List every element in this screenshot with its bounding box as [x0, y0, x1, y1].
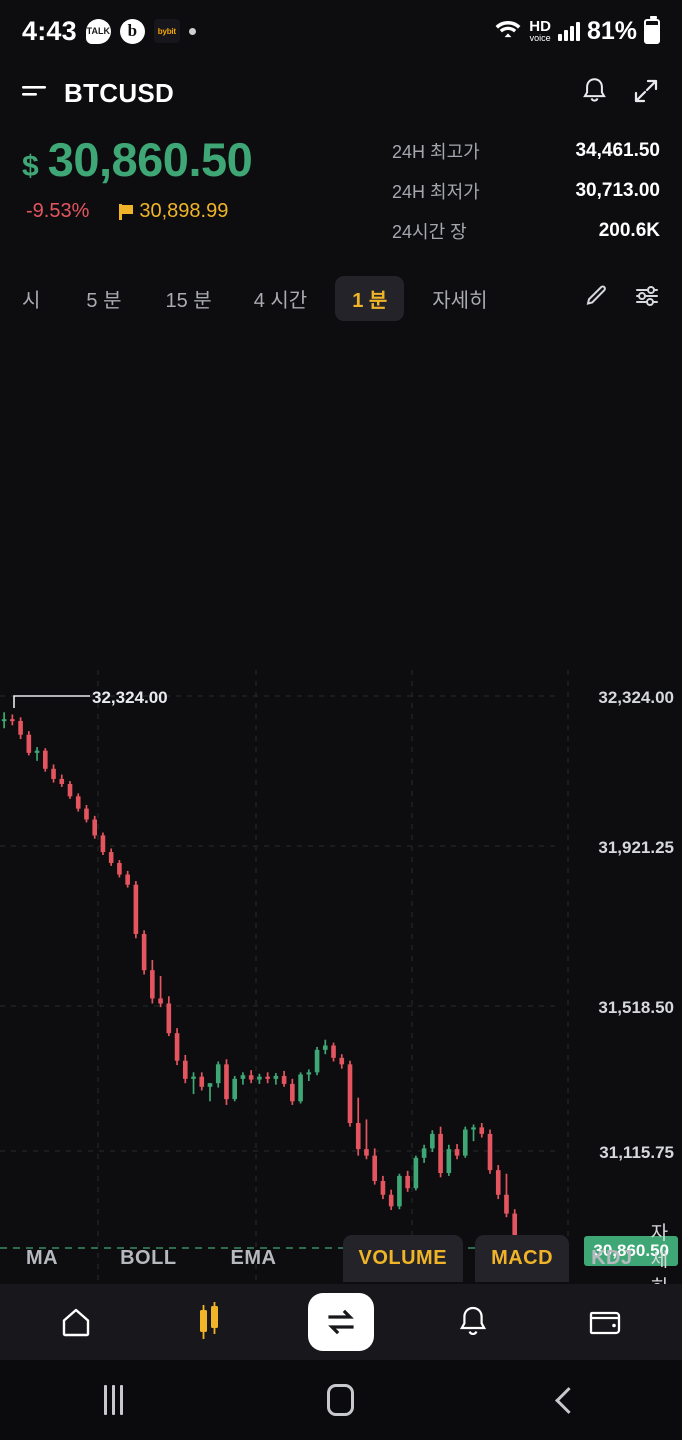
indicator-tab-boll[interactable]: BOLL: [120, 1246, 177, 1269]
last-price: 30,860.50: [47, 133, 253, 186]
timeframe-tab-2[interactable]: 15 분: [165, 289, 212, 312]
home-circle-icon[interactable]: [296, 1373, 386, 1427]
nav-wallet[interactable]: [559, 1293, 653, 1351]
stat-value: 200.6K: [598, 220, 660, 241]
stat-label: 24H 최저가: [392, 182, 480, 202]
price-axis-tick: 31,518.50: [598, 998, 674, 1017]
header-left: BTCUSD: [22, 78, 174, 109]
battery-percent: 81%: [586, 16, 637, 45]
price-row: $ 30,860.50: [22, 132, 253, 187]
price-axis-tick: 31,115.75: [599, 1143, 674, 1162]
trade-swap-icon[interactable]: [307, 1293, 374, 1351]
status-bar: 4:43 TALK b bybit HD voice 81%: [0, 0, 682, 62]
recents-icon[interactable]: [69, 1373, 159, 1427]
stat-value: 34,461.50: [575, 140, 660, 161]
indicator-tab-macd[interactable]: MACD: [475, 1234, 570, 1282]
bottom-nav: [0, 1284, 682, 1360]
change-percent: -9.53%: [26, 200, 90, 222]
indicator-tab-ma[interactable]: MA: [26, 1246, 59, 1269]
hd-voice-icon: HD voice: [529, 18, 551, 43]
currency-symbol: $: [22, 150, 39, 183]
status-time: 4:43: [22, 15, 77, 46]
bell-icon[interactable]: [581, 76, 608, 110]
nav-home[interactable]: [29, 1293, 123, 1351]
timeframe-bar: 시 5 분 15 분 4 시간 1 분 자세히: [0, 266, 682, 330]
timeframe-tab-1[interactable]: 5 분: [86, 289, 122, 312]
app-header: BTCUSD: [0, 62, 682, 124]
nav-alerts[interactable]: [426, 1293, 520, 1351]
index-price-group: 30,898.99: [119, 200, 228, 223]
timeframe-tab-0[interactable]: 시: [22, 289, 41, 312]
price-axis-tick: 31,921.25: [598, 838, 674, 857]
price-sub-row: -9.53% 30,898.99: [22, 200, 252, 223]
timeframe-tab-5[interactable]: 자세히: [432, 289, 488, 312]
pencil-icon[interactable]: [584, 283, 610, 314]
header-right: [581, 76, 660, 110]
stat-row: 24H 최고가 34,461.50: [392, 138, 660, 164]
status-bar-left: 4:43 TALK b bybit: [22, 16, 196, 47]
nav-trade[interactable]: [294, 1293, 388, 1351]
chart-area[interactable]: 32,324.00 31,921.25 31,518.50 31,115.75 …: [0, 330, 682, 1440]
flag-icon: [119, 203, 134, 220]
stat-label: 24시간 장: [392, 222, 467, 242]
price-main: $ 30,860.50 -9.53% 30,898.99: [22, 130, 253, 244]
stat-row: 24H 최저가 30,713.00: [392, 178, 660, 204]
back-chevron-icon[interactable]: [523, 1373, 613, 1427]
last-price-badge: 30,860.50: [584, 1236, 678, 1266]
high-marker-label: 32,324.00: [92, 688, 168, 707]
timeframe-tab-3[interactable]: 4 시간: [253, 289, 308, 312]
wifi-icon: [494, 18, 522, 45]
nav-markets[interactable]: [162, 1293, 256, 1351]
kakaotalk-icon: TALK: [85, 18, 111, 44]
bybit-icon: bybit: [153, 19, 180, 43]
timeframe-icons: [584, 283, 660, 314]
timeframe-tab-4[interactable]: 1 분: [335, 275, 405, 321]
candlestick-chart[interactable]: [0, 330, 682, 1280]
battery-icon: [644, 15, 660, 44]
indicator-tab-kdj[interactable]: KDJ: [591, 1246, 633, 1269]
signal-icon: [557, 21, 580, 41]
b-app-icon: b: [119, 18, 145, 44]
dot-icon: [188, 27, 196, 35]
stat-label: 24H 최고가: [392, 142, 480, 162]
status-bar-right: HD voice 81%: [494, 15, 660, 46]
price-axis-tick: 32,324.00: [598, 688, 674, 707]
stat-row: 24시간 장 200.6K: [392, 218, 660, 244]
indicator-tab-ema[interactable]: EMA: [230, 1246, 277, 1269]
price-stats: 24H 최고가 34,461.50 24H 최저가 30,713.00 24시간…: [392, 130, 660, 244]
sliders-icon[interactable]: [634, 283, 660, 314]
hamburger-icon[interactable]: [22, 83, 48, 104]
page-title: BTCUSD: [64, 77, 175, 108]
stat-value: 30,713.00: [575, 180, 660, 201]
indicator-bar: MA BOLL EMA VOLUME MACD KDJ 자세히: [0, 1223, 682, 1298]
price-block: $ 30,860.50 -9.53% 30,898.99 24H 최고가 34,…: [0, 124, 682, 244]
android-nav-bar: [0, 1360, 682, 1440]
expand-icon[interactable]: [632, 77, 660, 110]
indicator-tab-volume[interactable]: VOLUME: [342, 1234, 464, 1282]
index-price: 30,898.99: [139, 200, 229, 222]
